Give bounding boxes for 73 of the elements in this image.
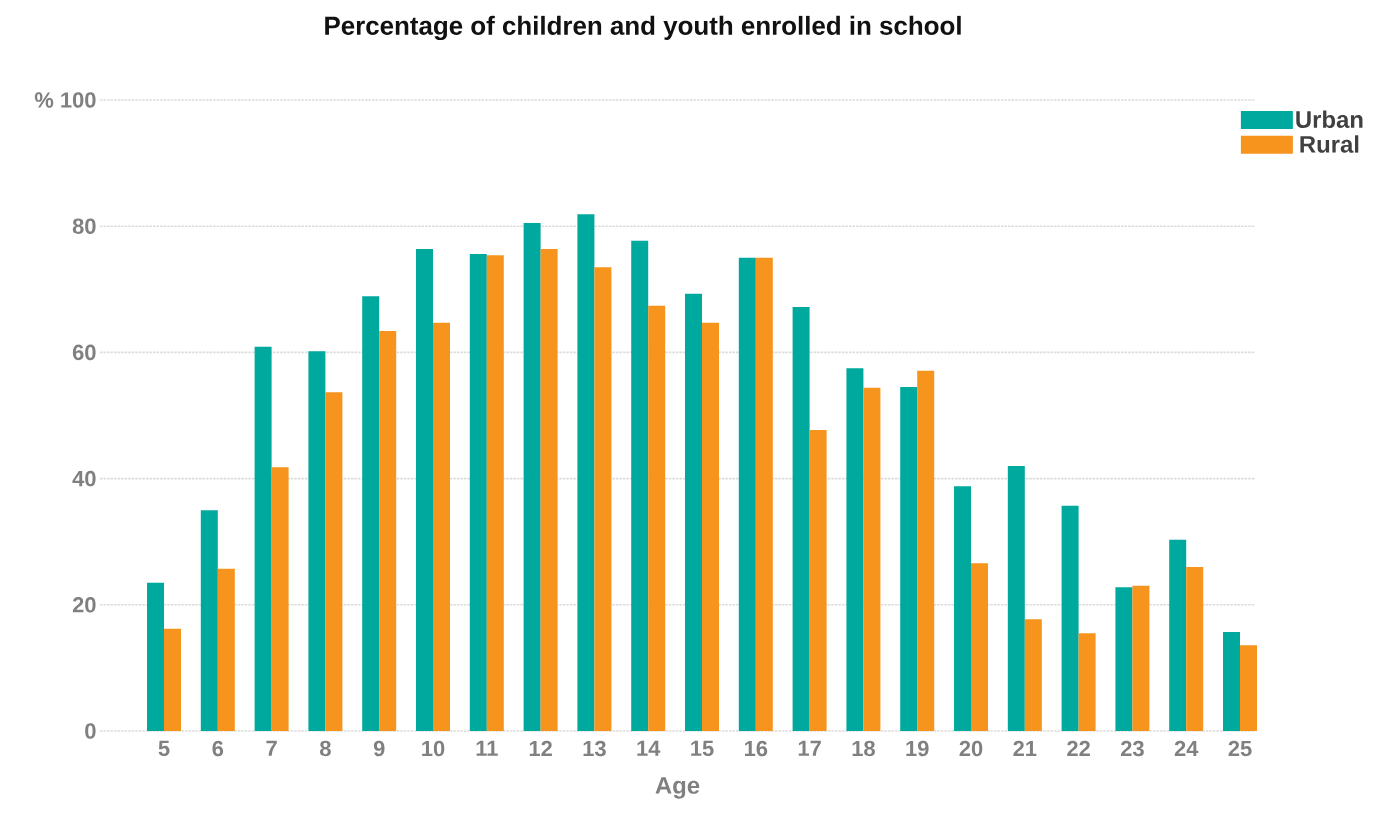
bar <box>809 430 827 731</box>
bar <box>792 306 810 731</box>
bar <box>863 387 881 731</box>
bar <box>217 568 235 731</box>
bar <box>540 248 558 731</box>
x-tick-label: 15 <box>691 740 714 757</box>
bar <box>200 510 218 731</box>
x-tick-label: 18 <box>852 740 875 757</box>
x-tick-label: 7 <box>266 740 277 756</box>
legend-label: Rural <box>1300 135 1359 153</box>
bar <box>147 582 164 731</box>
x-tick-label: 16 <box>744 740 768 757</box>
x-tick-label: 22 <box>1067 740 1090 757</box>
x-tick-label: 23 <box>1120 740 1144 757</box>
bar <box>738 257 756 731</box>
bar <box>846 368 864 731</box>
bar <box>486 255 504 731</box>
y-tick-label: 20 <box>72 597 96 613</box>
bar <box>702 322 720 731</box>
bar <box>1115 587 1133 731</box>
y-tick-label: 60 <box>72 344 96 361</box>
bar <box>971 563 989 731</box>
chart-title: Percentage of children and youth enrolled in school <box>325 15 961 41</box>
y-tick-label: 80 <box>72 218 96 234</box>
x-tick-label: 12 <box>529 740 552 757</box>
bar <box>577 214 595 731</box>
bar <box>1061 505 1079 731</box>
bar <box>469 253 487 731</box>
bar <box>1007 465 1025 731</box>
x-tick-label: 13 <box>583 740 606 757</box>
x-tick-label: 24 <box>1174 740 1199 757</box>
y-tick-label: 40 <box>72 470 96 487</box>
x-tick-label: 10 <box>422 740 445 757</box>
bar <box>648 305 666 731</box>
bar <box>523 223 541 731</box>
x-tick-label: 9 <box>373 740 385 757</box>
bar <box>900 387 918 731</box>
x-tick-label: 21 <box>1013 740 1037 757</box>
x-axis-title: Age <box>655 777 700 799</box>
legend-label: Urban <box>1296 110 1363 129</box>
bar <box>308 351 326 731</box>
bar <box>1169 539 1187 731</box>
bar <box>254 346 272 731</box>
bar <box>164 628 181 731</box>
bar <box>1223 631 1241 731</box>
x-tick-label: 19 <box>906 740 929 757</box>
x-tick-label: 20 <box>959 740 983 757</box>
x-tick-label: 6 <box>212 740 224 757</box>
x-tick-label: 17 <box>798 740 821 756</box>
bar <box>1024 619 1042 731</box>
x-tick-label: 5 <box>158 740 170 757</box>
x-tick-label: 14 <box>637 740 661 756</box>
y-tick-label: % 100 <box>34 92 96 108</box>
bar <box>685 293 703 731</box>
bar <box>631 240 649 731</box>
bar <box>416 248 434 731</box>
x-tick-label: 8 <box>320 740 331 757</box>
bar <box>1078 633 1096 731</box>
bar <box>362 296 380 731</box>
bar <box>917 370 935 731</box>
bar <box>1186 566 1204 731</box>
bar <box>755 257 773 731</box>
bar <box>954 486 972 731</box>
bar <box>271 467 289 731</box>
bar <box>379 330 397 731</box>
bar <box>1132 585 1150 731</box>
bar <box>1240 645 1258 731</box>
bar <box>594 267 612 731</box>
x-tick-label: 25 <box>1228 740 1252 757</box>
x-tick-label: 11 <box>476 740 498 756</box>
y-tick-label: 0 <box>85 723 96 739</box>
bar <box>433 322 451 731</box>
bar <box>325 392 343 731</box>
